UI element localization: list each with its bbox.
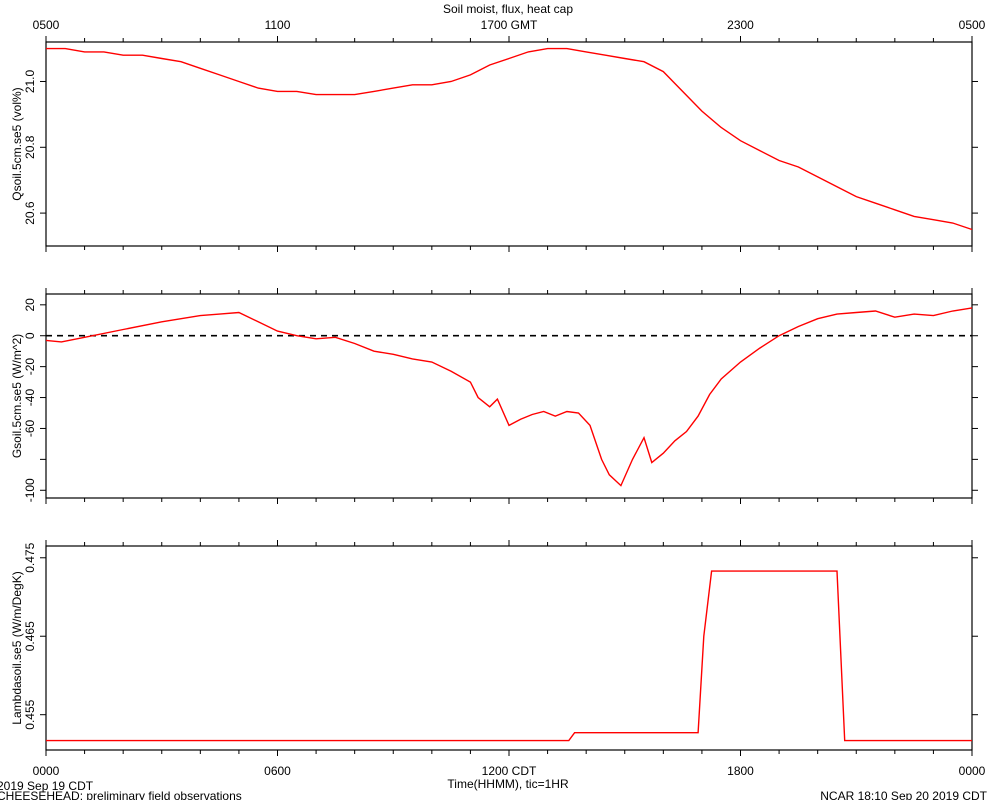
footer-subtitle: CHEESEHEAD: preliminary field observatio… — [0, 789, 242, 800]
y-tick-label: -100 — [23, 478, 37, 502]
x-tick-label-bottom: 0000 — [959, 764, 986, 778]
panel-frame — [45, 41, 973, 247]
y-axis-label: Qsoil.5cm.se5 (vol%) — [10, 87, 24, 200]
x-tick-label-top: 0500 — [33, 18, 60, 32]
x-tick-label-top: 1100 — [265, 18, 291, 32]
y-tick-label: 20.8 — [23, 135, 37, 159]
y-tick-label: -60 — [23, 419, 37, 437]
y-axis-label: Gsoil.5cm.se5 (W/m^2) — [10, 334, 24, 458]
footer-date: 2019 Sep 19 CDT — [0, 779, 94, 793]
y-tick-label: -20 — [23, 358, 37, 376]
x-tick-label-bottom: 0600 — [264, 764, 291, 778]
y-tick-label: 0.465 — [23, 621, 37, 651]
panel-gsoil: -100 -60 -40 -20 0 20 Gsoil.5cm.se5 (W/m^2) — [10, 288, 978, 504]
x-tick-label-bottom: 1200 CDT — [482, 764, 537, 778]
x-tick-label-top: 0500 — [959, 18, 986, 32]
y-tick-label: 0.455 — [23, 699, 37, 729]
series-line-gsoil — [45, 307, 973, 487]
y-tick-label: 21.0 — [23, 69, 37, 93]
x-tick-label-top: 1700 GMT — [481, 18, 538, 32]
y-tick-label: 20 — [23, 298, 37, 312]
x-axis-bottom: 0000 0600 1200 CDT 1800 0000 — [33, 764, 986, 778]
x-tick-label-bottom: 0000 — [33, 764, 60, 778]
x-axis-label: Time(HHMM), tic=1HR — [447, 777, 569, 791]
series-line-qsoil — [46, 47, 973, 231]
panel-frame — [45, 293, 973, 499]
y-axis-label: Lambdasoil.se5 (W/m/DegK) — [10, 571, 24, 724]
panel-frame — [45, 545, 973, 751]
y-tick-label: 0 — [23, 332, 37, 339]
x-axis-top: 0500 1100 1700 GMT 2300 0500 — [33, 18, 986, 32]
y-tick-label: -40 — [23, 389, 37, 407]
y-tick-label: 20.6 — [23, 201, 37, 225]
chart-title: Soil moist, flux, heat cap — [443, 2, 573, 16]
series-line-lambda — [46, 570, 972, 742]
footer-credit: NCAR 18:10 Sep 20 2019 CDT — [820, 789, 987, 800]
x-tick-label-bottom: 1800 — [727, 764, 754, 778]
x-tick-label-top: 2300 — [727, 18, 754, 32]
y-tick-label: 0.475 — [23, 542, 37, 572]
